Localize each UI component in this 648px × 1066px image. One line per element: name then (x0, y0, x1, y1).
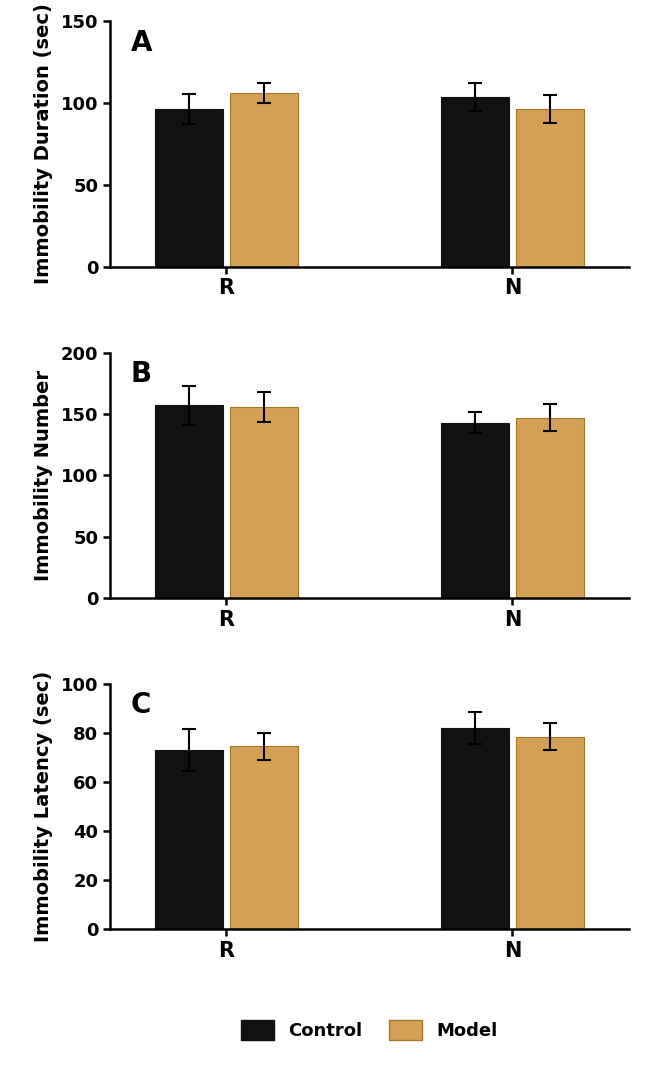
Y-axis label: Immobility Number: Immobility Number (34, 370, 52, 581)
Text: C: C (131, 691, 151, 720)
Y-axis label: Immobility Latency (sec): Immobility Latency (sec) (34, 671, 52, 942)
Text: B: B (131, 360, 152, 388)
Bar (441, 422, 509, 598)
Text: A: A (131, 29, 152, 56)
Bar (516, 109, 584, 266)
Bar (230, 407, 297, 598)
Bar (516, 418, 584, 598)
Bar (516, 737, 584, 930)
Bar (230, 93, 297, 266)
Bar (155, 750, 223, 930)
Legend: Control, Model: Control, Model (234, 1013, 505, 1048)
Bar (155, 109, 223, 266)
Bar (230, 746, 297, 930)
Y-axis label: Immobility Duration (sec): Immobility Duration (sec) (34, 3, 52, 285)
Bar (155, 405, 223, 598)
Bar (441, 728, 509, 930)
Bar (441, 97, 509, 266)
